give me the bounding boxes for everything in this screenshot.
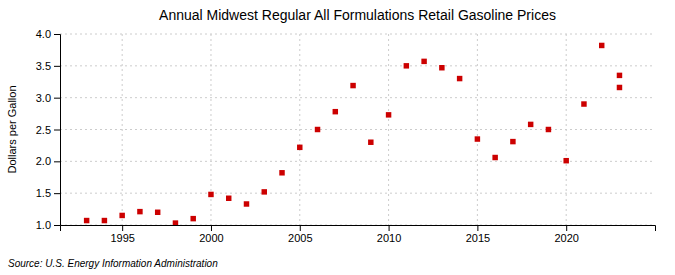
- tick-label: 1995: [110, 232, 134, 244]
- point: [563, 158, 568, 163]
- point: [333, 109, 338, 114]
- point: [226, 196, 231, 201]
- plot: 1995 2000 2005 2010 2015 2020 1.0 1.5 2.0 2.5 3.0 3…: [36, 28, 656, 244]
- tick: 1.5: [36, 187, 60, 199]
- tick-mark: [211, 225, 212, 231]
- grid-line-x: [477, 34, 478, 225]
- point: [315, 127, 320, 132]
- tick: 4.0: [36, 28, 60, 40]
- point: [155, 210, 160, 215]
- title: Annual Midwest Regular All Formulations …: [159, 7, 556, 23]
- y-axis: 1.0 1.5 2.0 2.5 3.0 3.5 4.0: [36, 28, 61, 231]
- tick-mark: [54, 98, 60, 99]
- point: [617, 85, 622, 90]
- points: [84, 43, 622, 225]
- grid-line-y: [60, 34, 655, 35]
- tick-label: 1.5: [36, 187, 51, 199]
- point: [279, 170, 284, 175]
- point: [244, 201, 249, 206]
- tick-label: 2000: [199, 232, 223, 244]
- point: [528, 122, 533, 127]
- tick-label: 2020: [554, 232, 578, 244]
- grid-line-y: [60, 193, 655, 194]
- point: [84, 218, 89, 223]
- point: [457, 76, 462, 81]
- tick-mark: [54, 161, 60, 162]
- grid-line-y: [60, 65, 655, 66]
- grid-line-x: [388, 34, 389, 225]
- point: [208, 192, 213, 197]
- tick-label: 2015: [466, 232, 490, 244]
- axis-line: [54, 35, 61, 226]
- point: [475, 136, 480, 141]
- tick: 2020: [554, 225, 578, 244]
- tick-label: 2005: [288, 232, 312, 244]
- point: [581, 101, 586, 106]
- point: [102, 218, 107, 223]
- tick: 2000: [199, 225, 223, 244]
- point: [173, 220, 178, 225]
- point: [190, 216, 195, 221]
- point: [297, 145, 302, 150]
- tick-mark: [122, 225, 123, 231]
- tick: 2015: [466, 225, 490, 244]
- point: [510, 139, 515, 144]
- point: [404, 63, 409, 68]
- tick-label: 4.0: [36, 28, 51, 40]
- tick-label: 3.5: [36, 60, 51, 72]
- chart-container: 1995 2000 2005 2010 2015 2020 1.0 1.5 2.0 2.5 3.0 3…: [0, 0, 675, 275]
- tick: 3.0: [36, 92, 60, 104]
- tick-mark: [300, 225, 301, 231]
- chart-svg: 1995 2000 2005 2010 2015 2020 1.0 1.5 2.0 2.5 3.0 3…: [0, 0, 675, 275]
- tick-mark: [54, 225, 60, 226]
- tick-mark: [54, 193, 60, 194]
- y-axis-title: Dollars per Gallon: [6, 85, 18, 173]
- tick-mark: [54, 34, 60, 35]
- tick-label: 1.0: [36, 219, 51, 231]
- point: [350, 83, 355, 88]
- grid-line-y: [60, 129, 655, 130]
- point: [137, 209, 142, 214]
- point: [546, 127, 551, 132]
- point: [262, 189, 267, 194]
- grid: [60, 34, 655, 225]
- tick-mark: [566, 225, 567, 231]
- tick-mark: [389, 225, 390, 231]
- point: [617, 73, 622, 78]
- point: [421, 59, 426, 64]
- tick-label: 2.0: [36, 155, 51, 167]
- point: [492, 155, 497, 160]
- tick: 1.0: [36, 219, 60, 231]
- point: [599, 43, 604, 48]
- tick-label: 2010: [377, 232, 401, 244]
- tick: 2.0: [36, 155, 60, 167]
- tick: 2005: [288, 225, 312, 244]
- x-axis: 1995 2000 2005 2010 2015 2020: [61, 225, 656, 244]
- tick: 3.5: [36, 60, 60, 72]
- tick-label: 3.0: [36, 92, 51, 104]
- tick: 2.5: [36, 124, 60, 136]
- tick-mark: [54, 66, 60, 67]
- annotation: Source: U.S. Energy Information Administ…: [8, 258, 218, 269]
- grid-line-y: [60, 97, 655, 98]
- point: [439, 65, 444, 70]
- tick-label: 2.5: [36, 124, 51, 136]
- tick: 2010: [377, 225, 401, 244]
- point: [368, 139, 373, 144]
- tick-mark: [54, 130, 60, 131]
- point: [386, 112, 391, 117]
- point: [119, 213, 124, 218]
- axis-line: [61, 226, 656, 232]
- tick: 1995: [110, 225, 134, 244]
- tick-mark: [477, 225, 478, 231]
